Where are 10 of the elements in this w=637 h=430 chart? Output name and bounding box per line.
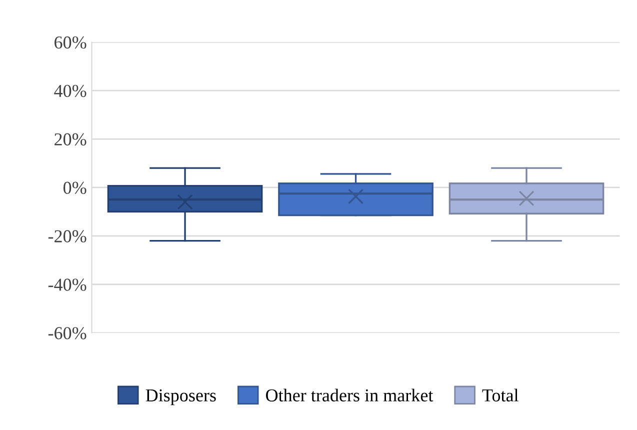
y-tick-label: -60%: [48, 327, 86, 340]
y-tick-label: 20%: [54, 133, 86, 146]
y-tick-label: -40%: [48, 278, 86, 291]
y-tick-label: 0%: [63, 182, 86, 194]
y-tick-label: 40%: [54, 84, 86, 98]
y-tick-label: 60%: [54, 36, 86, 49]
legend-label: Total: [482, 388, 518, 402]
y-tick-label: -20%: [48, 230, 86, 242]
legend-label: Disposers: [146, 389, 216, 406]
legend-label: Other traders in market: [266, 388, 434, 402]
